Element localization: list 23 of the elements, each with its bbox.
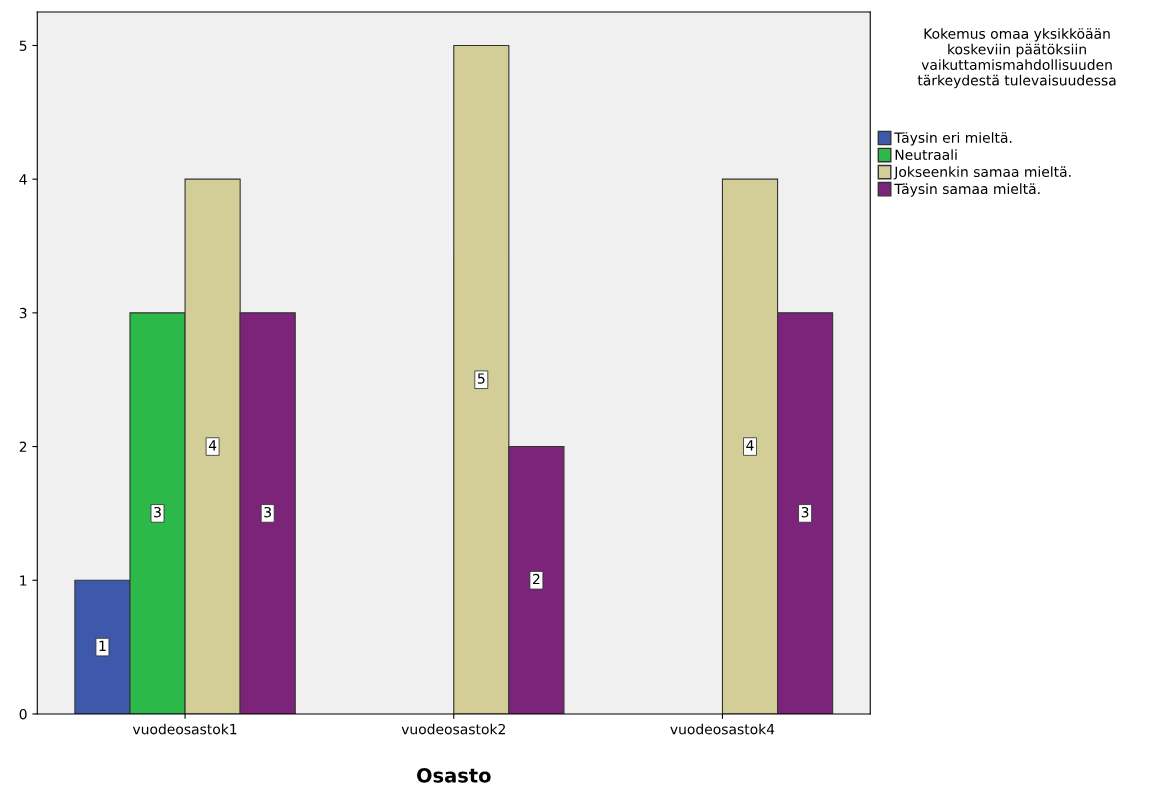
y-tick-label: 0 <box>19 708 27 720</box>
legend-label: Neutraali <box>895 149 957 160</box>
data-label: 3 <box>801 506 809 518</box>
data-label: 2 <box>532 573 540 585</box>
y-tick-label: 3 <box>19 307 27 319</box>
x-tick-label: vuodeosastok1 <box>132 723 237 735</box>
data-label: 3 <box>264 506 271 518</box>
y-tick-label: 4 <box>19 174 27 185</box>
data-label: 4 <box>746 440 754 451</box>
data-label: 5 <box>477 373 485 384</box>
legend-label: Täysin eri mieltä. <box>894 132 1012 146</box>
y-tick-label: 2 <box>19 441 27 452</box>
y-tick-label: 5 <box>19 40 27 51</box>
legend-label: Jokseenkin samaa mieltä. <box>893 166 1071 180</box>
x-tick-label: vuodeosastok2 <box>401 723 505 735</box>
data-label: 3 <box>154 506 161 518</box>
y-tick-label: 1 <box>20 575 27 586</box>
x-axis-title: Osasto <box>417 768 491 783</box>
legend-label: Täysin samaa mieltä. <box>894 183 1040 197</box>
data-label: 4 <box>208 440 217 451</box>
legend-title: Kokemus omaa yksikköään koskeviin päätöksiin vaikuttamismahdollisuuden tärkeydestä tulevaisuudessa <box>917 28 1116 89</box>
x-tick-label: vuodeosastok4 <box>670 723 775 735</box>
data-label: 1 <box>99 640 106 651</box>
